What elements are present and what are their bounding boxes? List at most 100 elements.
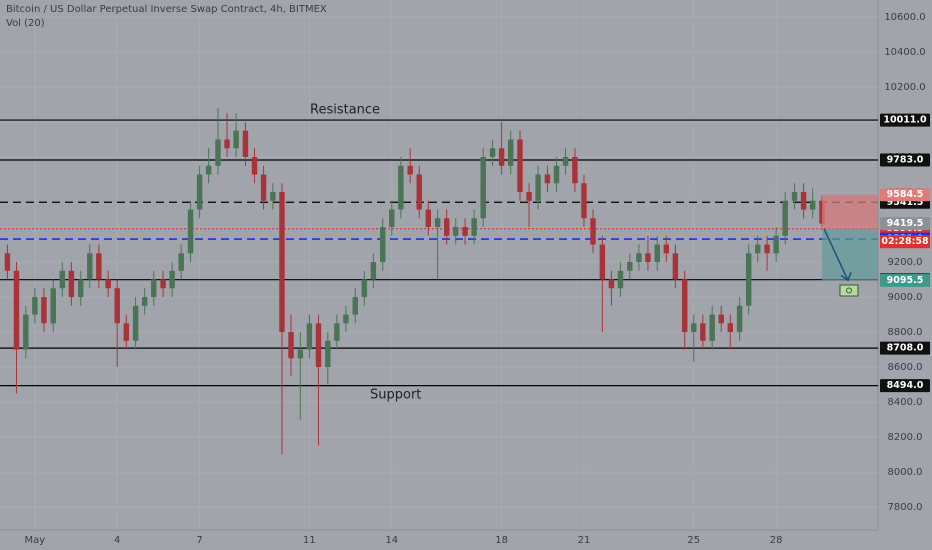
candle-body (160, 279, 166, 289)
candle-body (782, 200, 788, 236)
candle-body (636, 253, 642, 263)
y-tick-label: 8800.0 (888, 327, 923, 338)
x-tick-label: 21 (578, 535, 591, 546)
candle-body (50, 288, 56, 324)
candle-body (297, 349, 304, 359)
candle-body (23, 314, 29, 350)
level-tag-bg (880, 153, 930, 167)
candle-body (617, 270, 624, 289)
level-tag: 9541.5 (887, 197, 924, 208)
candle-body (507, 139, 514, 166)
candle-body (215, 139, 221, 166)
candle-body (581, 183, 587, 219)
candle-body (416, 174, 422, 210)
candle-body (77, 279, 84, 298)
y-tick-label: 10200.0 (884, 82, 925, 93)
candle-body (96, 253, 102, 280)
candle-body (114, 288, 120, 324)
candle-body (151, 279, 157, 298)
y-tick-label: 8000.0 (888, 467, 923, 478)
level-tag-bg (880, 341, 930, 355)
candle-body (123, 323, 130, 341)
candle-body (489, 148, 496, 158)
candle-body (315, 323, 322, 368)
candle-body (498, 148, 505, 166)
price-tag: 9584.5 (887, 189, 924, 200)
level-tag: 8494.0 (887, 380, 924, 391)
volume-label: Vol (20) (6, 18, 45, 29)
x-tick-label: 18 (495, 535, 508, 546)
candle-body (727, 323, 734, 333)
countdown-bg (880, 235, 930, 249)
y-tick-label: 9000.0 (888, 292, 923, 303)
candle-body (205, 165, 212, 175)
candle-body (343, 314, 349, 324)
candle-body (462, 227, 468, 236)
x-tick-label: 25 (687, 535, 700, 546)
candle-body (645, 253, 651, 263)
candle-body (379, 227, 386, 263)
candle-body (691, 323, 697, 333)
trade-arrow (823, 228, 849, 281)
candle-body (389, 209, 395, 228)
candle-body (471, 218, 477, 236)
candle-body (398, 165, 404, 210)
y-tick-label: 10400.0 (884, 47, 925, 58)
trade-arrowhead (840, 272, 852, 282)
candle-body (352, 297, 358, 315)
candle-body (718, 314, 724, 324)
level-tag: 10011.0 (883, 115, 927, 126)
y-tick-label: 8200.0 (888, 432, 923, 443)
candle-body (480, 157, 486, 219)
candle-body (242, 130, 249, 158)
candle-body (791, 192, 798, 201)
candle-body (306, 323, 313, 350)
candle-body (141, 297, 148, 306)
candle-body (627, 262, 633, 271)
candle-body (68, 270, 75, 298)
candle-body (105, 279, 111, 289)
x-tick-label: 4 (114, 535, 120, 546)
candle-body (370, 262, 377, 280)
candle-body (132, 305, 139, 341)
y-tick-label: 7800.0 (888, 502, 923, 513)
candle-body (663, 244, 670, 254)
candle-body (736, 305, 743, 333)
price-tag-bg (880, 273, 930, 287)
price-tag-bg (880, 188, 930, 202)
candle-body (562, 157, 569, 166)
y-tick-label: 9200.0 (888, 257, 923, 268)
x-tick-label: 11 (303, 535, 316, 546)
candle-body (517, 139, 523, 193)
y-tick-label: 8600.0 (888, 362, 923, 373)
chart-title: Bitcoin / US Dollar Perpetual Inverse Sw… (6, 4, 327, 15)
candle-body (773, 235, 779, 254)
candle-body (682, 279, 688, 333)
price-tag-bg (880, 217, 930, 231)
candle-body (809, 200, 816, 210)
candle-body (169, 270, 175, 289)
price-tag: 9095.5 (887, 275, 924, 286)
money-icon-body (839, 284, 859, 297)
candle-body (544, 174, 551, 184)
candle-body (41, 297, 47, 324)
candle-body (196, 174, 203, 210)
candle-body (4, 253, 11, 271)
candle-body (334, 323, 340, 341)
candle-body (279, 192, 285, 333)
candle-body (654, 244, 660, 263)
level-tag-bg (880, 379, 930, 393)
level-tag: 9783.0 (887, 154, 924, 165)
candle-body (325, 340, 331, 368)
money-icon (839, 284, 859, 297)
candle-body (709, 314, 715, 341)
candle-body (590, 218, 596, 245)
candle-body (434, 218, 441, 228)
candle-body (535, 174, 541, 201)
candle-body (599, 244, 606, 280)
level-tag-bg (880, 113, 930, 127)
candle-body (178, 253, 184, 271)
y-tick-label: 10600.0 (884, 12, 925, 23)
